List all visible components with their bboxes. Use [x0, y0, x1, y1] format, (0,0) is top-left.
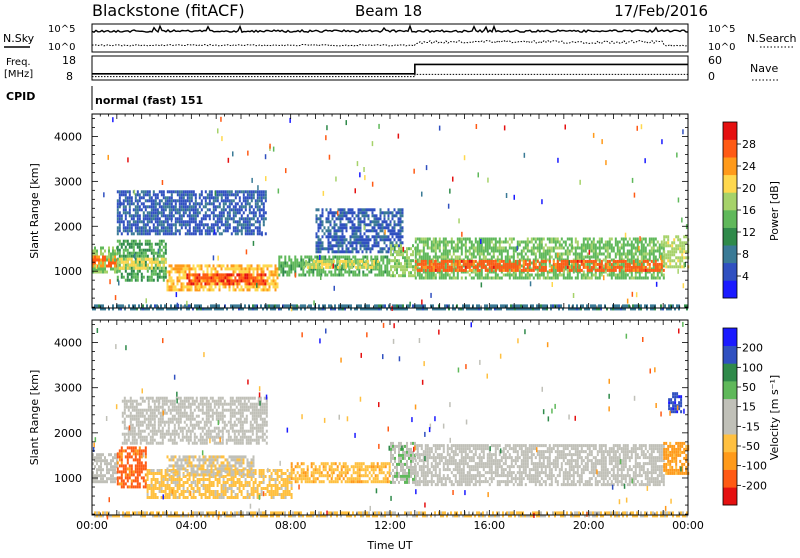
- velocity-colorbar-cell-0: [723, 487, 737, 505]
- velocity-colorbar-cell-4: [723, 417, 737, 435]
- nsky-trace: [92, 26, 688, 32]
- x-tick-5: 20:00: [573, 519, 605, 532]
- x-tick-1: 04:00: [175, 519, 207, 532]
- velocity-y-tick-0: 1000: [54, 472, 82, 485]
- velocity-colorbar-cell-7: [723, 363, 737, 381]
- power-colorbar-cell-9: [723, 122, 737, 140]
- power-colorbar-tick-3: 16: [742, 204, 756, 217]
- power-colorbar-tick-5: 8: [742, 248, 749, 261]
- power-y-label: Slant Range [km]: [28, 163, 41, 259]
- x-tick-6: 00:00: [672, 519, 704, 532]
- noise-traces: [92, 26, 688, 46]
- x-tick-4: 16:00: [473, 519, 505, 532]
- noise-tick-left-bottom: 10^0: [48, 42, 75, 53]
- nsky-label: N.Sky: [3, 32, 35, 45]
- power-colorbar-label: Power [dB]: [768, 181, 781, 241]
- x-tick-0: 00:00: [76, 519, 108, 532]
- power-colorbar-tick-0: 28: [742, 138, 756, 151]
- power-colorbar-cell-5: [723, 192, 737, 210]
- velocity-colorbar-tick-3: 15: [742, 401, 756, 414]
- power-colorbar-tick-2: 20: [742, 182, 756, 195]
- power-colorbar-cell-6: [723, 175, 737, 193]
- nave-tick-top: 60: [708, 54, 722, 67]
- noise-panel: [92, 24, 688, 52]
- velocity-colorbar-tick-1: 100: [742, 361, 763, 374]
- power-y-tick-3: 4000: [54, 131, 82, 144]
- velocity-band-6: [390, 442, 416, 484]
- velocity-colorbar-tick-4: -15: [742, 420, 760, 433]
- power-colorbar-cell-0: [723, 280, 737, 298]
- velocity-band-0: [92, 453, 118, 483]
- velocity-colorbar: 200 100 50 15 -15 -50 -100 -200 Velocity [m s⁻¹]: [723, 328, 781, 505]
- nsearch-trace: [92, 41, 688, 46]
- freq-unit: [MHz]: [4, 69, 33, 80]
- date-label: 17/Feb/2016: [614, 2, 708, 20]
- power-y-tick-1: 2000: [54, 220, 82, 233]
- x-tick-2: 08:00: [275, 519, 307, 532]
- velocity-y-tick-3: 4000: [54, 337, 82, 350]
- velocity-colorbar-cell-9: [723, 328, 737, 346]
- x-tick-3: 12:00: [374, 519, 406, 532]
- power-colorbar-cell-4: [723, 210, 737, 228]
- power-colorbar-tick-1: 24: [742, 160, 756, 173]
- velocity-colorbar-tick-7: -200: [742, 479, 767, 492]
- power-band-8: [303, 260, 379, 269]
- power-colorbar-cell-1: [723, 263, 737, 281]
- velocity-panel: 1000 2000 3000 4000 Slant Range [km] 200 100 50…: [28, 320, 781, 520]
- velocity-band-4: [122, 397, 268, 445]
- power-colorbar-tick-4: 12: [742, 226, 756, 239]
- freq-traces: [92, 64, 688, 76]
- velocity-colorbar-cell-8: [723, 346, 737, 364]
- nsearch-label: N.Search: [747, 32, 797, 45]
- velocity-band-7: [415, 444, 665, 486]
- beam-label: Beam 18: [355, 2, 422, 20]
- power-panel: 1000 2000 3000 4000 Slant Range [km] 28 24 20 16…: [28, 114, 781, 311]
- noise-tick-right-bottom: 10^0: [708, 42, 735, 53]
- cpid-label: CPID: [6, 90, 35, 103]
- power-colorbar-cell-3: [723, 228, 737, 246]
- velocity-band-9: [668, 392, 682, 413]
- power-colorbar: 28 24 20 16 12 8 4 Power [dB]: [723, 122, 781, 298]
- velocity-y-tick-1: 2000: [54, 427, 82, 440]
- power-colorbar-cell-2: [723, 245, 737, 263]
- nave-label: Nave: [750, 62, 778, 75]
- velocity-band-5: [291, 462, 391, 483]
- velocity-colorbar-cell-3: [723, 434, 737, 452]
- nave-trace: [92, 74, 688, 76]
- velocity-colorbar-cell-6: [723, 381, 737, 399]
- velocity-band-1: [117, 446, 147, 488]
- freq-label: Freq.: [6, 57, 31, 68]
- velocity-y-label: Slant Range [km]: [28, 370, 41, 466]
- velocity-colorbar-tick-5: -50: [742, 440, 760, 453]
- power-band-4: [117, 190, 267, 235]
- velocity-colorbar-tick-0: 200: [742, 342, 763, 355]
- station-title: Blackstone (fitACF): [92, 1, 245, 20]
- noise-tick-left-top: 10^5: [48, 24, 75, 35]
- x-axis-label: Time UT: [366, 539, 412, 552]
- power-colorbar-cell-8: [723, 140, 737, 158]
- power-y-tick-2: 3000: [54, 175, 82, 188]
- freq-tick-bottom: 8: [66, 70, 73, 83]
- power-colorbar-cell-7: [723, 157, 737, 175]
- velocity-colorbar-cell-5: [723, 399, 737, 417]
- velocity-colorbar-tick-6: -100: [742, 460, 767, 473]
- cpid-value: normal (fast) 151: [95, 94, 203, 107]
- velocity-band-8: [663, 442, 689, 475]
- frequency-trace: [92, 64, 688, 73]
- velocity-colorbar-label: Velocity [m s⁻¹]: [768, 375, 781, 460]
- power-colorbar-tick-6: 4: [742, 270, 749, 283]
- velocity-y-tick-2: 3000: [54, 382, 82, 395]
- velocity-colorbar-cell-2: [723, 452, 737, 470]
- heatmap-panels: 1000 2000 3000 4000 Slant Range [km] 28 24 20 16…: [28, 114, 781, 532]
- power-band-11: [415, 238, 665, 280]
- nave-tick-bottom: 0: [708, 70, 715, 83]
- power-y-tick-0: 1000: [54, 265, 82, 278]
- freq-tick-top: 18: [62, 54, 76, 67]
- velocity-colorbar-tick-2: 50: [742, 381, 756, 394]
- velocity-colorbar-cell-1: [723, 470, 737, 488]
- noise-tick-right-top: 10^5: [708, 24, 735, 35]
